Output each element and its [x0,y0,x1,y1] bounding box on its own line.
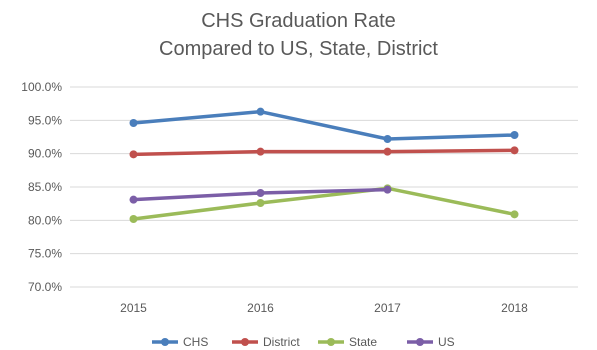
legend-marker-state [327,338,335,346]
legend-label-chs: CHS [183,335,208,349]
x-tick-label: 2015 [120,301,147,315]
data-point-district [256,147,265,156]
chart-title-line-2: Compared to US, State, District [159,38,438,60]
y-tick-label: 85.0% [28,180,62,194]
y-tick-label: 75.0% [28,247,62,261]
data-point-state [129,215,138,223]
series-line-district [131,148,517,157]
y-tick-label: 95.0% [28,113,62,127]
data-point-state [256,199,265,207]
data-point-state [510,210,519,219]
legend-marker-chs [161,338,169,346]
x-tick-label: 2017 [374,301,401,315]
data-point-chs [256,107,265,116]
data-point-district [129,150,138,159]
data-point-chs [383,135,392,143]
y-tick-label: 80.0% [28,213,62,227]
legend-marker-us [416,338,424,346]
x-tick-label: 2018 [501,301,528,315]
data-point-us [256,189,265,197]
data-point-district [383,147,392,156]
y-tick-label: 90.0% [28,147,62,161]
data-point-us [383,185,392,194]
legend-marker-district [241,338,249,346]
series-line-chs [131,109,517,141]
legend-label-state: State [349,335,377,349]
legend-label-district: District [263,335,300,349]
series-line-state [131,186,517,221]
chart-title-line-1: CHS Graduation Rate [201,10,396,32]
data-point-us [129,195,138,204]
x-tick-label: 2016 [247,301,274,315]
y-tick-label: 100.0% [21,80,62,94]
data-point-district [510,146,519,155]
data-point-chs [129,119,138,127]
legend-label-us: US [438,335,455,349]
data-point-chs [510,131,519,139]
y-tick-label: 70.0% [28,280,62,294]
